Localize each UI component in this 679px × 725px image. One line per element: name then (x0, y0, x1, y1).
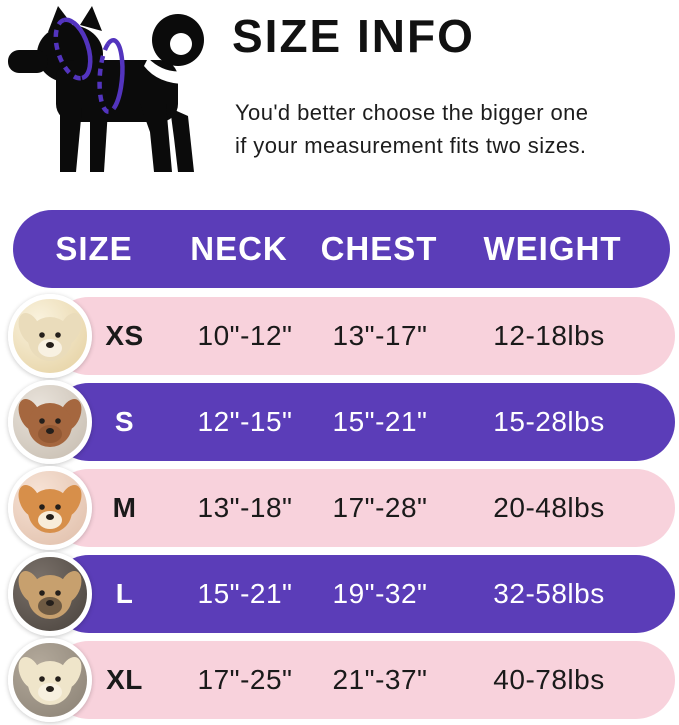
table-row-l: L 15"-21" 19"-32" 32-58lbs (8, 552, 675, 636)
header-section: SIZE INFO You'd better choose the bigger… (232, 10, 662, 158)
table-row-m: M 13"-18" 17"-28" 20-48lbs (8, 466, 675, 550)
shiba-inu-dog-photo (8, 466, 92, 550)
pomeranian-dog-photo (8, 294, 92, 378)
size-advice-line2: if your measurement fits two sizes. (235, 133, 587, 158)
dog-silhouette-icon (8, 6, 204, 172)
weight-value: 40-78lbs (493, 664, 605, 695)
size-label: XS (105, 320, 144, 351)
dog-face-icon (18, 570, 82, 619)
chest-measure-ring (106, 38, 125, 110)
chest-value: 13"-17" (332, 320, 428, 351)
column-header-neck: NECK (190, 230, 288, 267)
size-label: L (115, 578, 134, 609)
size-label: XL (106, 664, 143, 695)
chest-value: 15"-21" (332, 406, 428, 437)
table-row-xl: XL 17"-25" 21"-37" 40-78lbs (8, 638, 675, 722)
neck-value: 17"-25" (197, 664, 293, 695)
weight-value: 12-18lbs (493, 320, 605, 351)
weight-value: 32-58lbs (493, 578, 605, 609)
weight-value: 15-28lbs (493, 406, 605, 437)
chest-value: 19"-32" (332, 578, 428, 609)
dog-measurement-illustration (6, 4, 206, 174)
table-row-s: S 12"-15" 15"-21" 15-28lbs (8, 380, 675, 464)
column-header-chest: CHEST (320, 230, 438, 267)
chest-value: 17"-28" (332, 492, 428, 523)
column-header-weight: WEIGHT (483, 230, 622, 267)
poodle-dog-photo (8, 380, 92, 464)
weight-value: 20-48lbs (493, 492, 605, 523)
size-advice-line1: You'd better choose the bigger one (235, 100, 589, 125)
column-header-size: SIZE (55, 230, 133, 267)
size-label: M (112, 492, 137, 523)
neck-value: 12"-15" (197, 406, 293, 437)
neck-value: 10"-12" (197, 320, 293, 351)
dog-face-icon (18, 398, 82, 447)
neck-measure-ring (63, 17, 93, 81)
chest-value: 21"-37" (332, 664, 428, 695)
labrador-dog-photo (8, 638, 92, 722)
neck-value: 13"-18" (197, 492, 293, 523)
page-title: SIZE INFO (232, 10, 475, 62)
table-row-xs: XS 10"-12" 13"-17" 12-18lbs (8, 294, 675, 378)
dog-face-icon (18, 656, 82, 705)
size-label: S (114, 406, 135, 437)
neck-value: 15"-21" (197, 578, 293, 609)
dog-face-icon (18, 484, 82, 533)
french-bulldog-dog-photo (8, 552, 92, 636)
size-advice-text: You'd better choose the bigger one if you… (235, 96, 665, 162)
size-table-header-row: SIZE NECK CHEST WEIGHT (13, 210, 670, 288)
dog-face-icon (18, 312, 82, 361)
